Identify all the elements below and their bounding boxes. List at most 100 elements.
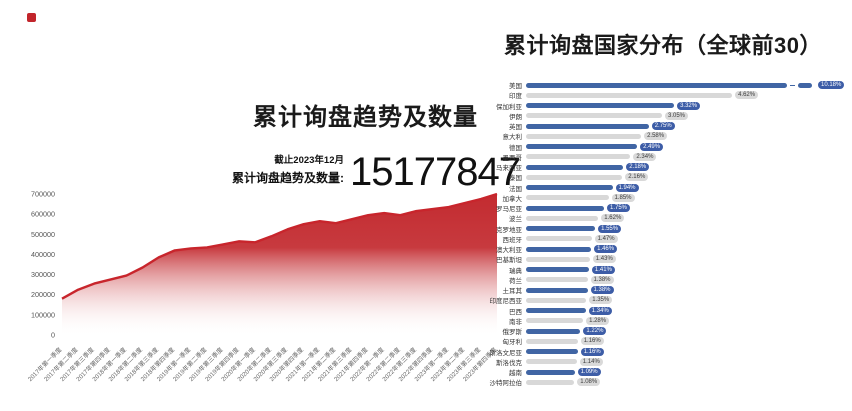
bar-track: 2.16% — [526, 172, 850, 182]
total-stat: 截止2023年12月 累计询盘趋势及数量: 15177847 — [232, 150, 521, 194]
bar-row: 匈牙利 1.16% — [486, 336, 850, 346]
bar-value-badge: 2.34% — [633, 152, 657, 161]
bar-value-badge: 1.94% — [615, 183, 639, 192]
bar-category-label: 加拿大 — [502, 195, 523, 203]
bar-row: 保加利亚 3.32% — [486, 101, 850, 111]
bar-row: 土耳其 1.38% — [486, 285, 850, 295]
bar-row: 印度尼西亚 1.35% — [486, 295, 850, 305]
bar-value-badge: 4.62% — [735, 91, 759, 100]
bar-row: 荷兰 1.38% — [486, 275, 850, 285]
y-tick-label: 600000 — [31, 210, 55, 219]
bar-track: 1.38% — [526, 285, 850, 295]
bar — [526, 369, 575, 375]
bar-track: 3.32% — [526, 101, 850, 111]
bar-category-label: 匈牙利 — [502, 339, 523, 347]
y-tick-label: 700000 — [31, 190, 55, 199]
bar-value-badge: 2.58% — [644, 132, 668, 141]
bar — [526, 174, 623, 180]
bar-row: 斯洛伐克 1.14% — [486, 357, 850, 367]
bar — [526, 267, 589, 273]
bar-row: 沙特阿拉伯 1.08% — [486, 377, 850, 387]
bar-row: 西班牙 1.47% — [486, 234, 850, 244]
bar-track: 1.09% — [526, 367, 850, 377]
bar-row: 南非 1.28% — [486, 316, 850, 326]
bar — [526, 287, 588, 293]
bar — [526, 236, 592, 242]
bar-row: 泰国 2.16% — [486, 172, 850, 182]
bar-category-label: 意大利 — [502, 134, 523, 142]
bar — [526, 379, 575, 385]
bar-value-badge: 2.18% — [626, 163, 650, 172]
bar-category-label: 土耳其 — [502, 288, 523, 296]
bar-track: 1.34% — [526, 306, 850, 316]
bar-category-label: 巴基斯坦 — [496, 257, 522, 265]
bar-value-badge: 1.16% — [580, 347, 604, 356]
bar — [526, 349, 578, 355]
area-chart: 0 100000 200000 300000 400000 500000 600000 700… — [0, 182, 508, 410]
bar-row: 法国 1.94% — [486, 183, 850, 193]
trend-line — [61, 192, 498, 300]
bar-category-label: 法国 — [509, 185, 522, 193]
bar-category-label: 巴西 — [509, 308, 522, 316]
bar-category-label: 克罗地亚 — [496, 226, 522, 234]
bar-track: 1.16% — [526, 347, 850, 357]
bar-value-badge: 1.14% — [579, 357, 603, 366]
bar-track: 1.22% — [526, 326, 850, 336]
bar-row: 马来西亚 2.18% — [486, 162, 850, 172]
stat-total-number: 15177847 — [350, 150, 521, 194]
bar-category-label: 斯洛文尼亚 — [489, 349, 523, 357]
bar-row: 瑞典 1.41% — [486, 265, 850, 275]
bar-value-badge: 1.08% — [577, 378, 601, 387]
bar-value-badge: 1.41% — [591, 265, 615, 274]
bar-value-badge: 1.85% — [611, 193, 635, 202]
bar-value-badge: 1.28% — [586, 316, 610, 325]
bar-row: 波兰 1.62% — [486, 213, 850, 223]
area-chart-svg: 0 100000 200000 300000 400000 500000 600000 700… — [26, 190, 498, 384]
bar-row: 克罗地亚 1.55% — [486, 224, 850, 234]
bar-category-label: 荷兰 — [509, 277, 522, 285]
bar — [526, 297, 587, 303]
bar-row: 越南 1.09% — [486, 367, 850, 377]
bar-track: 2.49% — [526, 142, 850, 152]
bar-chart-title: 累计询盘国家分布（全球前30） — [504, 33, 822, 58]
bar-row: 加拿大 1.85% — [486, 193, 850, 203]
bar-value-badge: 1.75% — [607, 204, 631, 213]
bar-category-label: 美国 — [509, 83, 522, 91]
bar-value-badge: 2.49% — [640, 142, 664, 151]
area-chart-title: 累计询盘趋势及数量 — [253, 104, 478, 131]
bar — [526, 318, 584, 324]
bar — [526, 359, 577, 365]
bar-track: 10.18% — [526, 80, 850, 90]
bar-row: 俄罗斯 1.22% — [486, 326, 850, 336]
bar-value-badge: 1.35% — [589, 296, 613, 305]
bar-track: 2.18% — [526, 162, 850, 172]
bar-track: 1.43% — [526, 254, 850, 264]
bar-category-label: 印度尼西亚 — [489, 298, 523, 306]
bar-value-badge: 1.09% — [577, 368, 601, 377]
bar-track: 3.05% — [526, 111, 850, 121]
bar-category-label: 马来西亚 — [496, 165, 522, 173]
bar-track: 1.47% — [526, 234, 850, 244]
bar-value-badge: 1.34% — [588, 306, 612, 315]
y-tick-label: 500000 — [31, 230, 55, 239]
bar-track: 1.14% — [526, 357, 850, 367]
bar-track: 1.46% — [526, 244, 850, 254]
bar-track: 1.38% — [526, 275, 850, 285]
bar-value-badge: 1.62% — [601, 214, 625, 223]
bar-category-label: 沙特阿拉伯 — [489, 380, 523, 388]
bar-value-badge: 1.38% — [590, 275, 614, 284]
bar-row: 斯洛文尼亚 1.16% — [486, 347, 850, 357]
bar-track: 1.28% — [526, 316, 850, 326]
bar-category-label: 罗马尼亚 — [496, 206, 522, 214]
bar-track: 1.41% — [526, 265, 850, 275]
bar-category-label: 西班牙 — [502, 236, 523, 244]
bar — [526, 144, 638, 150]
bar-category-label: 瑞典 — [509, 267, 522, 275]
bar-track: 2.34% — [526, 152, 850, 162]
bar-row: 澳大利亚 1.46% — [486, 244, 850, 254]
bar-category-label: 南非 — [509, 318, 522, 326]
bar-category-label: 波兰 — [509, 216, 522, 224]
bar — [526, 277, 588, 283]
y-tick-label: 0 — [51, 331, 55, 340]
bar-row: 印度 4.62% — [486, 90, 850, 100]
